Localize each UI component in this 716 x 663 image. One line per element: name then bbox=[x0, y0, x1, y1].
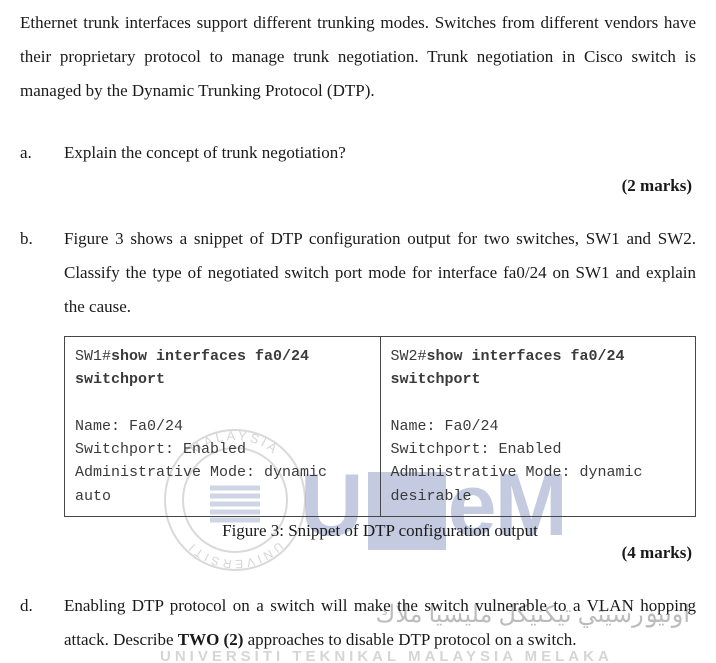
question-a-label: a. bbox=[20, 136, 64, 170]
sw2-line3: Administrative Mode: dynamic desirable bbox=[391, 464, 643, 504]
dtp-cell-sw1: SW1#show interfaces fa0/24 switchport Na… bbox=[65, 337, 381, 517]
figure-3-caption: Figure 3: Snippet of DTP configuration o… bbox=[64, 521, 696, 541]
question-b-text: Figure 3 shows a snippet of DTP configur… bbox=[64, 222, 696, 324]
question-d-text: Enabling DTP protocol on a switch will m… bbox=[64, 589, 696, 657]
dtp-cell-sw2: SW2#show interfaces fa0/24 switchport Na… bbox=[380, 337, 696, 517]
page-content: Ethernet trunk interfaces support differ… bbox=[0, 0, 716, 663]
sw1-prompt: SW1# bbox=[75, 348, 111, 365]
question-d: d. Enabling DTP protocol on a switch wil… bbox=[20, 589, 696, 657]
question-a-text: Explain the concept of trunk negotiation… bbox=[64, 136, 696, 170]
sw1-line2: Switchport: Enabled bbox=[75, 441, 246, 458]
question-b-label: b. bbox=[20, 222, 64, 324]
sw2-line2: Switchport: Enabled bbox=[391, 441, 562, 458]
question-a: a. Explain the concept of trunk negotiat… bbox=[20, 136, 696, 170]
sw2-prompt: SW2# bbox=[391, 348, 427, 365]
question-a-marks: (2 marks) bbox=[20, 176, 692, 196]
question-d-bold: TWO (2) bbox=[178, 630, 244, 649]
question-d-post: approaches to disable DTP protocol on a … bbox=[243, 630, 576, 649]
question-b: b. Figure 3 shows a snippet of DTP confi… bbox=[20, 222, 696, 324]
figure-3: SW1#show interfaces fa0/24 switchport Na… bbox=[64, 336, 696, 541]
sw2-command: show interfaces fa0/24 switchport bbox=[391, 348, 625, 388]
question-d-label: d. bbox=[20, 589, 64, 657]
intro-paragraph: Ethernet trunk interfaces support differ… bbox=[20, 6, 696, 108]
sw2-line1: Name: Fa0/24 bbox=[391, 418, 499, 435]
sw1-line3: Administrative Mode: dynamic auto bbox=[75, 464, 327, 504]
question-b-marks: (4 marks) bbox=[20, 543, 692, 563]
sw1-command: show interfaces fa0/24 switchport bbox=[75, 348, 309, 388]
dtp-output-table: SW1#show interfaces fa0/24 switchport Na… bbox=[64, 336, 696, 517]
sw1-line1: Name: Fa0/24 bbox=[75, 418, 183, 435]
